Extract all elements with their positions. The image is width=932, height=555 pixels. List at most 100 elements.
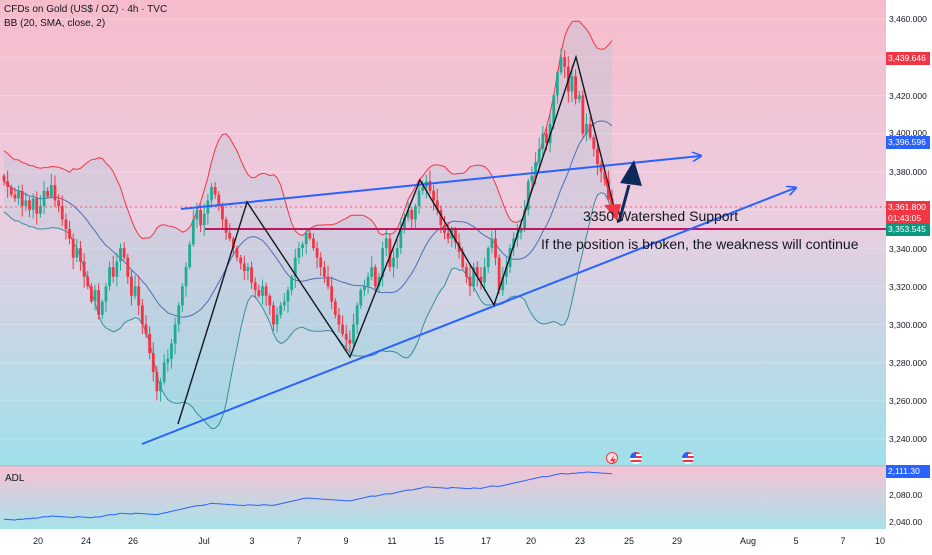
candle <box>75 238 79 263</box>
candle <box>60 195 64 226</box>
time-tick: 17 <box>480 536 492 546</box>
candle-body <box>97 290 101 315</box>
candle-body <box>228 232 232 239</box>
candle <box>210 182 213 208</box>
candle <box>399 218 403 255</box>
candle-body <box>337 314 341 325</box>
y-tick: 3,340.000 <box>889 244 927 254</box>
zigzag-pattern <box>177 54 619 425</box>
lightning-icon[interactable] <box>606 452 618 465</box>
candle-body <box>253 282 257 291</box>
candle <box>330 276 334 310</box>
candle <box>428 170 432 194</box>
candle-body <box>545 133 548 144</box>
candle <box>93 285 97 311</box>
candle-body <box>537 148 541 163</box>
candle-body <box>108 267 111 287</box>
candle-body <box>326 276 330 287</box>
candle-body <box>301 244 304 249</box>
candle <box>213 182 217 199</box>
candle-body <box>435 200 439 210</box>
candle <box>352 313 355 349</box>
candle-body <box>297 248 301 258</box>
candle <box>395 239 399 269</box>
candle-body <box>151 353 155 373</box>
candle <box>20 184 24 217</box>
candle-body <box>275 314 279 325</box>
candle-body <box>177 305 181 325</box>
candle <box>341 315 344 337</box>
time-tick: 15 <box>433 536 445 546</box>
candle-body <box>122 248 126 258</box>
candle <box>71 233 75 270</box>
candle-body <box>363 286 366 291</box>
candle <box>337 307 341 332</box>
candle <box>108 261 111 291</box>
candle-body <box>119 248 122 262</box>
candle <box>42 181 46 215</box>
candle <box>454 227 457 249</box>
candle-body <box>199 209 202 226</box>
candle <box>264 282 268 306</box>
indicator-legend[interactable]: BB (20, SMA, close, 2) <box>4 18 106 29</box>
candle-body <box>17 190 20 199</box>
candle-body <box>599 164 603 172</box>
time-tick: Aug <box>739 536 757 546</box>
candle <box>130 269 133 306</box>
y-tick: 3,460.000 <box>889 14 927 24</box>
candle <box>505 257 508 285</box>
candle <box>592 134 596 157</box>
candle-body <box>130 276 133 296</box>
candle-body <box>355 305 359 325</box>
us-flag-icon[interactable] <box>630 452 642 464</box>
candle-body <box>370 267 374 277</box>
adl-legend[interactable]: ADL <box>5 473 25 484</box>
candle-body <box>352 324 355 344</box>
candle <box>388 233 392 272</box>
candle <box>159 377 162 402</box>
annotation-support[interactable]: 3350 Watershed Support <box>583 208 739 224</box>
candle-body <box>191 219 195 245</box>
candle <box>17 185 20 206</box>
adl-value-label: 2,111.30 <box>886 465 930 478</box>
candle <box>257 284 261 298</box>
time-tick: 11 <box>387 536 397 546</box>
candle-body <box>2 175 6 182</box>
candle <box>494 228 497 266</box>
candle-body <box>399 229 403 249</box>
candle-body <box>381 248 385 277</box>
candle-body <box>490 238 494 249</box>
candle <box>82 253 86 288</box>
candle <box>140 298 144 335</box>
time-tick: Jul <box>198 536 210 546</box>
candle-body <box>111 267 115 277</box>
candle <box>39 194 42 218</box>
candle <box>68 220 71 245</box>
time-tick: 7 <box>296 536 302 546</box>
candle <box>410 207 414 230</box>
up-arrow <box>617 160 642 223</box>
candle <box>355 302 359 334</box>
candle-body <box>246 267 250 271</box>
candle <box>100 299 104 319</box>
candle <box>333 298 337 319</box>
symbol-title[interactable]: CFDs on Gold (US$ / OZ) · 4h · TVC <box>4 4 168 15</box>
candle-body <box>392 257 395 268</box>
candle-body <box>140 305 144 325</box>
candle-body <box>319 257 323 268</box>
us-flag-icon[interactable] <box>682 452 694 464</box>
candle <box>479 267 483 290</box>
candle <box>250 261 253 290</box>
candle <box>555 69 559 104</box>
candle <box>359 287 363 309</box>
candle-body <box>57 200 61 207</box>
candle <box>268 293 272 315</box>
candle-body <box>483 267 486 283</box>
candle <box>126 253 130 285</box>
candle-body <box>308 232 312 239</box>
candle <box>417 184 421 214</box>
candle-body <box>71 238 75 258</box>
annotation-weakness[interactable]: If the position is broken, the weakness … <box>541 236 859 252</box>
